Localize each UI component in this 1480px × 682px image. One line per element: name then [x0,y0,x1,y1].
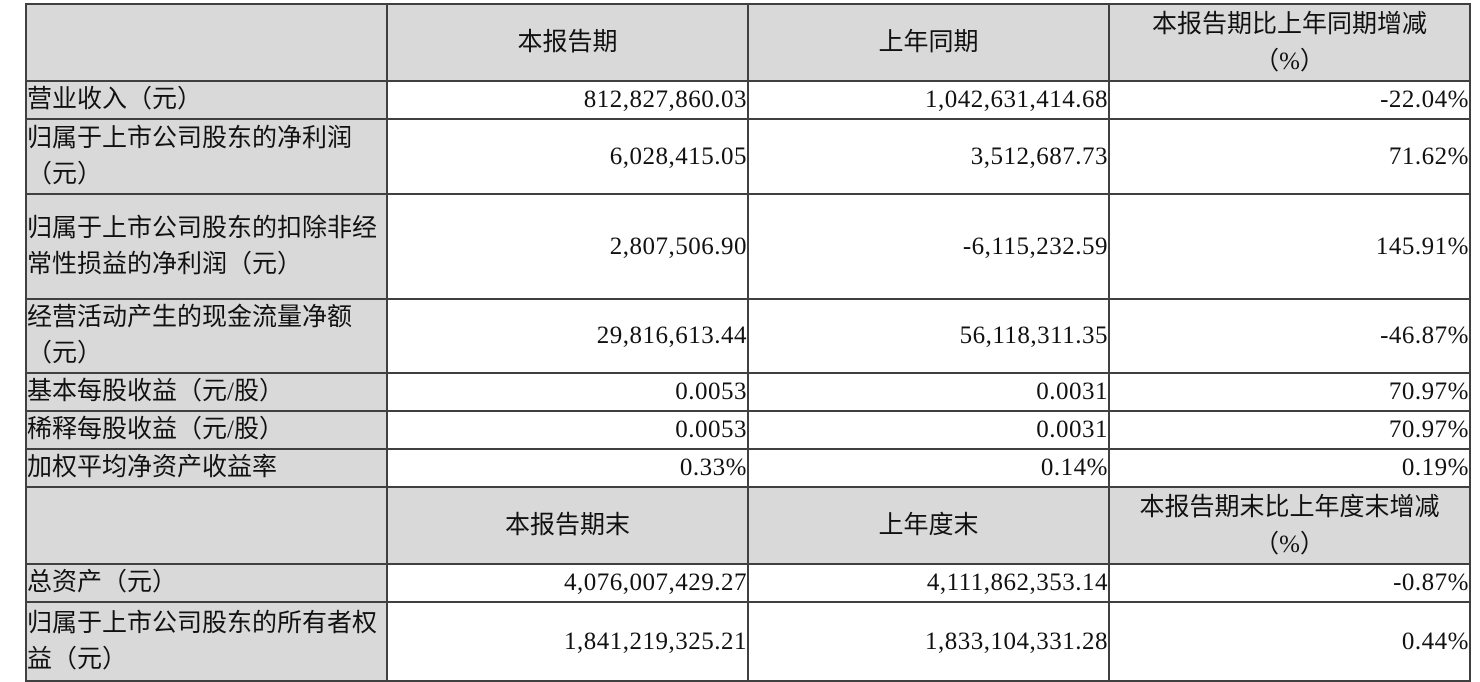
header-period-end-change: 本报告期末比上年度末增减 （%） [1108,486,1471,565]
value-current-period: 1,841,219,325.21 [386,601,749,682]
header-prior-period: 上年同期 [747,3,1110,82]
value-change: -46.87% [1108,298,1471,374]
header-corner-cell [25,486,388,565]
table-row: 稀释每股收益（元/股） 0.0053 0.0031 70.97% [25,410,1471,450]
row-label: 归属于上市公司股东的扣除非经常性损益的净利润（元） [25,193,388,300]
value-current-period: 0.33% [386,448,749,488]
value-current-period: 0.0053 [386,410,749,450]
table-row: 营业收入（元） 812,827,860.03 1,042,631,414.68 … [25,80,1471,120]
table-header-row-period: 本报告期 上年同期 本报告期比上年同期增减 （%） [25,3,1471,82]
value-current-period: 0.0053 [386,372,749,412]
value-change: 71.62% [1108,118,1471,195]
value-change: 145.91% [1108,193,1471,300]
value-current-period: 4,076,007,429.27 [386,563,749,603]
header-period-change-line1: 本报告期比上年同期增减 [1151,10,1427,38]
table-row: 归属于上市公司股东的所有者权益（元） 1,841,219,325.21 1,83… [25,601,1471,682]
header-corner-cell [25,3,388,82]
value-prior-period: 56,118,311.35 [747,298,1110,374]
row-label: 总资产（元） [25,563,388,603]
value-change: 70.97% [1108,410,1471,450]
row-label: 归属于上市公司股东的净利润（元） [25,118,388,195]
value-current-period: 812,827,860.03 [386,80,749,120]
value-change: -22.04% [1108,80,1471,120]
header-prior-year-end: 上年度末 [747,486,1110,565]
value-change: -0.87% [1108,563,1471,603]
table-row: 总资产（元） 4,076,007,429.27 4,111,862,353.14… [25,563,1471,603]
table-row: 加权平均净资产收益率 0.33% 0.14% 0.19% [25,448,1471,488]
value-change: 0.19% [1108,448,1471,488]
value-prior-period: -6,115,232.59 [747,193,1110,300]
value-prior-period: 1,042,631,414.68 [747,80,1110,120]
row-label: 加权平均净资产收益率 [25,448,388,488]
header-period-change: 本报告期比上年同期增减 （%） [1108,3,1471,82]
value-change: 70.97% [1108,372,1471,412]
header-period-change-line2: （%） [1254,47,1325,75]
value-prior-period: 4,111,862,353.14 [747,563,1110,603]
header-period-end-change-line1: 本报告期末比上年度末增减 [1139,493,1440,521]
table-row: 归属于上市公司股东的扣除非经常性损益的净利润（元） 2,807,506.90 -… [25,193,1471,300]
financial-summary-section: 本报告期 上年同期 本报告期比上年同期增减 （%） 营业收入（元） 812,82… [25,3,1471,682]
value-prior-period: 1,833,104,331.28 [747,601,1110,682]
value-current-period: 29,816,613.44 [386,298,749,374]
header-period-end-change-line2: （%） [1254,530,1325,558]
table-header-row-period-end: 本报告期末 上年度末 本报告期末比上年度末增减 （%） [25,486,1471,565]
header-current-period-end: 本报告期末 [386,486,749,565]
value-prior-period: 0.0031 [747,372,1110,412]
key-financials-table: 本报告期 上年同期 本报告期比上年同期增减 （%） 营业收入（元） 812,82… [25,3,1471,682]
header-current-period: 本报告期 [386,3,749,82]
value-change: 0.44% [1108,601,1471,682]
value-prior-period: 3,512,687.73 [747,118,1110,195]
row-label: 营业收入（元） [25,80,388,120]
row-label: 稀释每股收益（元/股） [25,410,388,450]
value-prior-period: 0.14% [747,448,1110,488]
table-row: 基本每股收益（元/股） 0.0053 0.0031 70.97% [25,372,1471,412]
value-current-period: 6,028,415.05 [386,118,749,195]
value-prior-period: 0.0031 [747,410,1110,450]
value-current-period: 2,807,506.90 [386,193,749,300]
row-label: 基本每股收益（元/股） [25,372,388,412]
row-label: 经营活动产生的现金流量净额（元） [25,298,388,374]
table-row: 归属于上市公司股东的净利润（元） 6,028,415.05 3,512,687.… [25,118,1471,195]
row-label: 归属于上市公司股东的所有者权益（元） [25,601,388,682]
table-row: 经营活动产生的现金流量净额（元） 29,816,613.44 56,118,31… [25,298,1471,374]
